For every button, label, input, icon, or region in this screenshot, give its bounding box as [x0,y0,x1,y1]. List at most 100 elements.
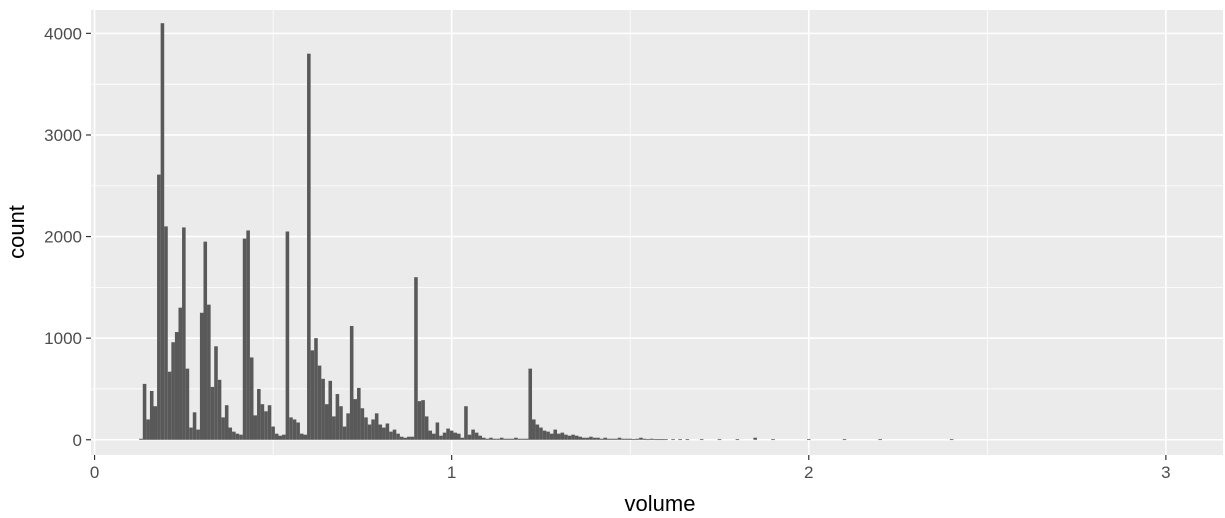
y-tick-label: 4000 [44,24,82,43]
histogram-bar [332,416,336,440]
histogram-bar [678,439,682,441]
histogram-bar [614,438,618,440]
histogram-bar [417,401,422,440]
histogram-bar [521,438,525,440]
histogram-bar [671,439,675,441]
histogram-bar [489,437,493,440]
histogram-bar [271,426,275,440]
histogram-bar [310,350,315,440]
histogram-bar [517,438,522,440]
plot-panel [91,10,1223,455]
histogram-bar [199,312,204,440]
histogram-bar [303,434,308,440]
histogram-bar [596,437,600,440]
x-axis-title: volume [625,491,696,516]
histogram-bar [389,431,393,440]
histogram-bar [157,174,161,440]
histogram-bar [182,227,186,440]
histogram-bar [410,436,415,440]
histogram-bar [285,231,290,440]
histogram-bars [139,23,954,441]
histogram-bar [482,437,486,440]
histogram-bar [528,368,533,440]
histogram-bar [289,417,293,440]
histogram-bar [442,432,447,440]
histogram-bar [499,437,504,440]
x-tick-label: 0 [90,463,99,482]
histogram-bar [224,405,229,440]
x-tick-label: 3 [1161,463,1170,482]
y-tick-label: 2000 [44,228,82,247]
histogram-bar [153,406,158,440]
histogram-bar [264,411,268,440]
histogram-bar [307,53,311,440]
histogram-bar [607,438,611,440]
axis-ticks [86,32,1167,460]
histogram-bar [260,404,265,440]
histogram-bar [324,404,329,440]
histogram-bar [282,434,286,440]
histogram-bar [532,419,536,440]
histogram-bar [149,390,154,440]
minor-grid [91,10,1223,455]
histogram-bar [603,437,608,440]
y-axis-title: count [4,205,29,259]
histogram-bar [467,434,472,440]
histogram-bar [228,427,233,440]
histogram-bar [139,438,143,440]
histogram-bar [457,433,461,440]
histogram-bar [453,432,458,440]
histogram-bar [503,438,508,440]
histogram-bar [628,438,633,440]
histogram-bar [403,437,408,440]
histogram-bar [539,427,543,440]
histogram-bar [314,338,318,440]
histogram-bar [142,383,147,440]
histogram-bar [360,408,365,440]
histogram-bar [221,417,225,440]
histogram-bar [685,439,690,441]
histogram-bar [717,439,722,441]
histogram-bar [342,426,347,440]
histogram-bar [432,433,436,440]
histogram-bar [428,430,433,440]
histogram-bar [507,438,511,440]
histogram-bar [257,388,261,440]
histogram-bar [592,437,597,440]
histogram-bar [642,438,647,440]
histogram-bar [564,434,568,440]
histogram-bar [599,438,604,440]
histogram-bar [346,413,350,440]
histogram-bar [446,428,450,440]
histogram-bar [396,433,400,440]
histogram-bar [664,439,668,441]
histogram-bar [653,439,657,441]
histogram-bar [274,433,279,440]
histogram-bar [660,439,665,441]
histogram-bar [478,435,483,440]
histogram-bar [328,380,333,440]
y-tick-label: 3000 [44,126,82,145]
histogram-bar [239,434,243,440]
histogram-bar [771,439,775,441]
histogram-bar [460,437,465,440]
histogram-bar [439,435,443,440]
histogram-bar [414,277,418,440]
histogram-bar [146,419,150,440]
histogram-bar [474,432,479,440]
histogram-bar [353,399,358,440]
histogram-bar [589,436,593,440]
histogram-bar [699,439,704,441]
histogram-bar [524,438,529,440]
histogram-bar [167,371,172,440]
histogram-bar [571,434,575,440]
histogram-bar [171,342,175,440]
histogram-bar [485,438,490,440]
histogram-bar [471,429,475,440]
histogram-bar [878,439,882,441]
histogram-bar [253,415,258,440]
histogram-bar [421,400,425,440]
histogram-bar [217,379,222,440]
histogram-bar [549,433,554,440]
histogram-bar [339,406,343,440]
